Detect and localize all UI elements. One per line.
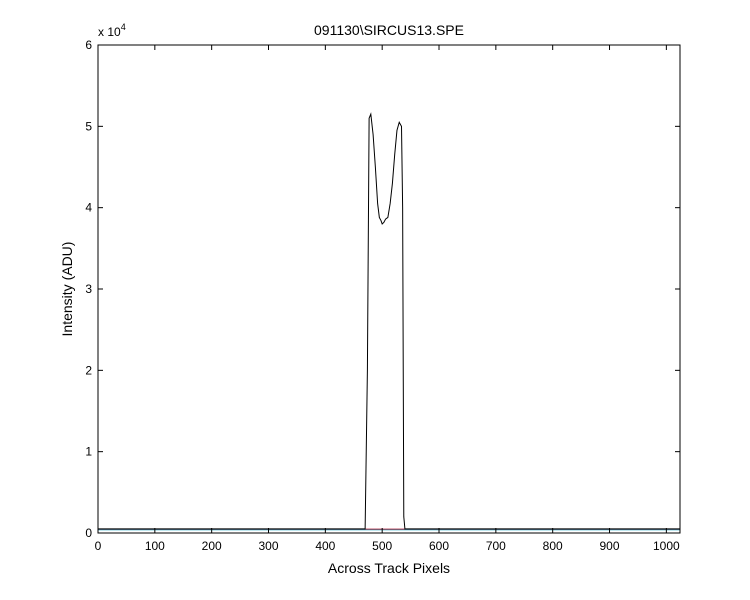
x-axis-label: Across Track Pixels <box>328 560 450 576</box>
ticks: 0 100 200 300 400 500 600 700 800 900 1000 0 1 2 3 4 5 6 <box>85 38 680 553</box>
y-tick-label: 5 <box>85 119 92 133</box>
x-tick-label: 600 <box>429 539 449 553</box>
x-tick-label: 700 <box>486 539 506 553</box>
y-exponent-power: 4 <box>121 22 126 32</box>
x-tick-label: 200 <box>202 539 222 553</box>
plot-area <box>98 45 680 533</box>
y-tick-label: 2 <box>85 363 92 377</box>
y-tick-label: 3 <box>85 282 92 296</box>
series-layer <box>98 112 680 531</box>
x-tick-label: 900 <box>600 539 620 553</box>
x-tick-label: 0 <box>95 539 102 553</box>
x-tick-label: 800 <box>543 539 563 553</box>
x-tick-label: 1000 <box>653 539 680 553</box>
x-tick-label: 500 <box>372 539 392 553</box>
chart-title: 091130\SIRCUS13.SPE <box>314 22 464 38</box>
y-tick-label: 1 <box>85 445 92 459</box>
y-tick-label: 6 <box>85 38 92 52</box>
series-line-0 <box>98 112 680 530</box>
y-tick-label: 0 <box>85 526 92 540</box>
y-axis-label: Intensity (ADU) <box>59 242 75 337</box>
y-exponent-base: x 10 <box>98 25 121 39</box>
x-tick-label: 300 <box>258 539 278 553</box>
y-axis-exponent: x 104 <box>98 22 126 39</box>
x-tick-label: 400 <box>315 539 335 553</box>
y-tick-label: 4 <box>85 201 92 215</box>
x-tick-label: 100 <box>145 539 165 553</box>
